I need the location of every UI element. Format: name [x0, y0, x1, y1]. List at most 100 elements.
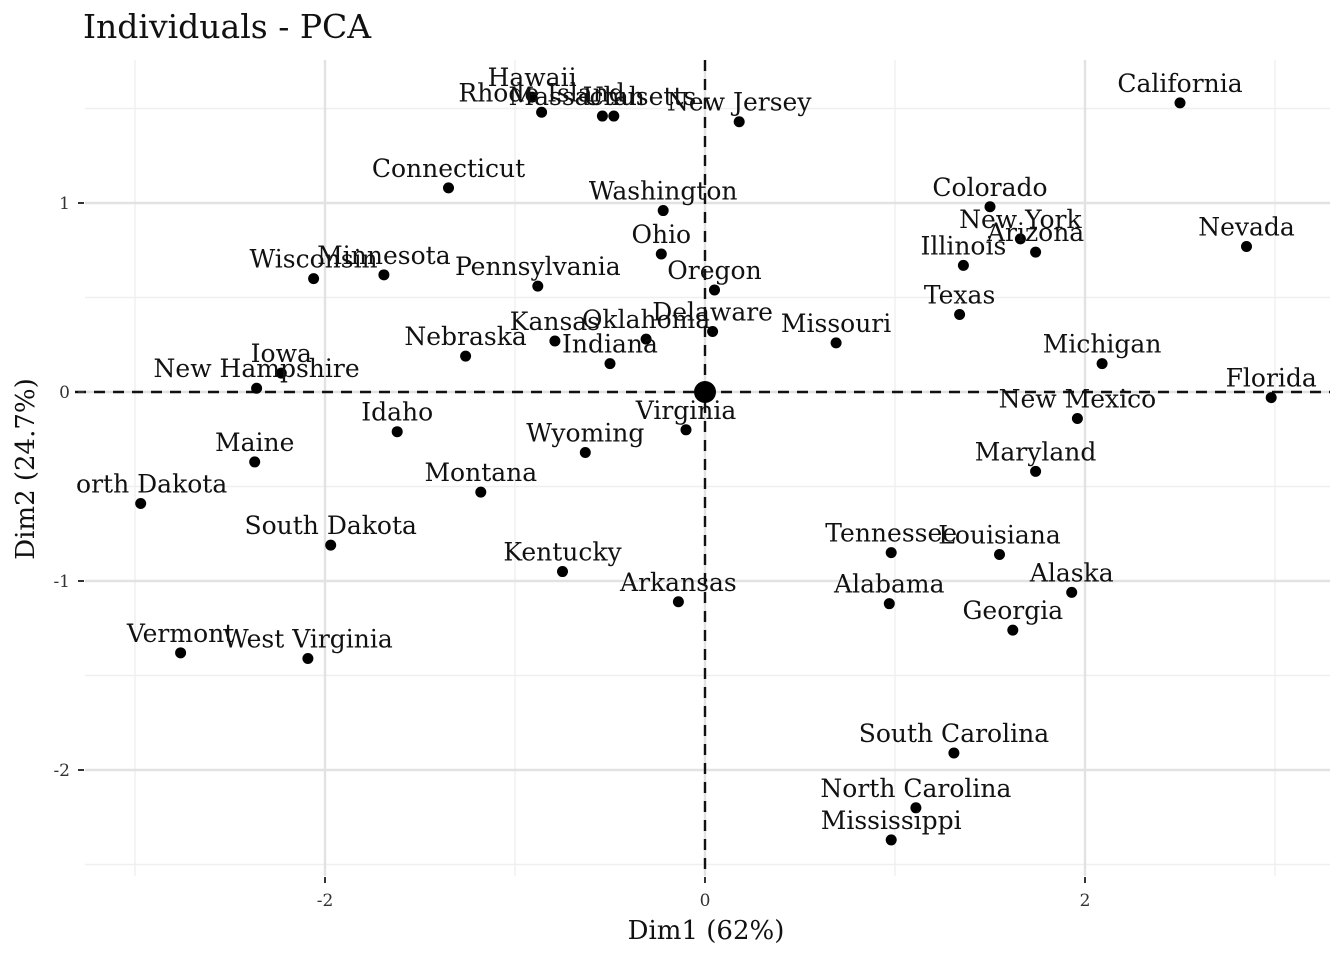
data-point — [251, 382, 263, 394]
x-axis-title: Dim1 (62%) — [628, 916, 785, 946]
data-point — [175, 647, 187, 659]
data-point — [596, 110, 608, 122]
point-label: Rhode Island — [458, 78, 624, 107]
data-point — [885, 547, 897, 559]
point-label: West Virginia — [223, 624, 393, 653]
point-label: Washington — [589, 177, 738, 206]
data-point — [549, 335, 561, 347]
point-label: Virginia — [635, 396, 737, 425]
point-label: Wyoming — [526, 418, 644, 447]
data-point — [460, 350, 472, 362]
point-label: Hawaii — [488, 63, 577, 92]
data-point — [1241, 240, 1252, 252]
point-label: Arizona — [986, 218, 1084, 247]
data-point — [532, 280, 544, 292]
point-label: Nebraska — [404, 322, 527, 351]
data-point — [249, 456, 261, 468]
data-point — [640, 333, 652, 345]
data-point — [1014, 233, 1026, 245]
data-point — [1030, 246, 1042, 258]
point-label: South Dakota — [244, 511, 417, 540]
point-label: New Jersey — [667, 88, 812, 117]
data-point — [302, 652, 314, 664]
point-label: Oklahoma — [582, 305, 710, 334]
data-point — [557, 566, 568, 578]
point-label: Idaho — [361, 398, 433, 427]
data-point — [378, 269, 390, 281]
data-point — [1174, 97, 1186, 109]
point-label: New Hampshire — [154, 354, 360, 383]
data-point — [1030, 465, 1042, 477]
data-point — [1096, 358, 1108, 370]
data-point — [994, 549, 1005, 561]
axis-ticks: -2 0 2 -2 -1 0 1 — [53, 194, 1090, 911]
data-point — [391, 426, 403, 438]
data-point — [709, 284, 720, 296]
point-label: Kansas — [510, 307, 600, 336]
data-point — [275, 367, 287, 379]
point-label: Georgia — [962, 596, 1063, 625]
point-label: Maine — [215, 428, 294, 457]
point-label: Alaska — [1029, 558, 1114, 587]
data-point — [672, 596, 684, 608]
data-point — [910, 802, 922, 814]
data-point — [657, 205, 669, 217]
data-point — [957, 259, 969, 271]
centroid-point — [694, 381, 716, 403]
point-label: California — [1117, 69, 1242, 98]
data-point — [885, 834, 897, 846]
point-label: Florida — [1226, 364, 1317, 393]
point-label: Iowa — [251, 339, 312, 368]
data-point — [1066, 586, 1078, 598]
point-label: Tennessee — [825, 519, 957, 548]
data-point — [579, 446, 591, 458]
data-point — [1007, 624, 1019, 636]
point-label: Pennsylvania — [455, 252, 621, 281]
data-point — [526, 91, 538, 103]
point-label: Connecticut — [372, 154, 525, 183]
y-tick-label: 1 — [59, 194, 70, 214]
point-label: Colorado — [932, 173, 1047, 202]
point-label: Kentucky — [503, 538, 622, 567]
data-point — [1265, 392, 1277, 404]
data-point — [883, 598, 895, 610]
x-tick-label: 0 — [700, 891, 711, 911]
point-label: Illinois — [920, 231, 1006, 260]
data-point — [443, 182, 454, 194]
point-label: New Mexico — [999, 384, 1157, 413]
data-point — [954, 309, 966, 321]
point-label: Texas — [924, 281, 995, 310]
data-point — [135, 498, 147, 510]
point-label: Mississippi — [821, 806, 962, 835]
point-label: Indiana — [562, 330, 658, 359]
data-point — [830, 337, 842, 349]
data-point — [707, 326, 719, 338]
point-label: South Carolina — [859, 719, 1050, 748]
y-axis-title: Dim2 (24.7%) — [11, 378, 41, 560]
data-point — [680, 424, 692, 436]
point-label: Minnesota — [317, 241, 451, 270]
point-label: North Carolina — [820, 774, 1011, 803]
y-tick-label: -1 — [53, 572, 70, 592]
data-point — [475, 486, 487, 498]
data-point — [536, 106, 548, 118]
chart-title: Individuals - PCA — [83, 7, 372, 46]
point-label: Michigan — [1043, 330, 1162, 359]
data-point — [604, 358, 616, 370]
point-label: Missouri — [781, 309, 891, 338]
y-tick-label: 0 — [59, 383, 70, 403]
data-point — [948, 747, 960, 759]
point-label: Delaware — [652, 298, 773, 327]
point-label: Wisconsin — [250, 245, 378, 274]
point-label: Louisiana — [938, 521, 1061, 550]
data-point — [655, 248, 667, 260]
point-label: Arkansas — [619, 568, 737, 597]
y-tick-label: -2 — [53, 761, 70, 781]
point-label: Ohio — [631, 220, 691, 249]
point-label: Vermont — [126, 619, 234, 648]
data-point — [733, 116, 745, 128]
data-point — [325, 539, 337, 551]
data-point — [308, 273, 320, 285]
point-label: Utah — [583, 82, 645, 111]
